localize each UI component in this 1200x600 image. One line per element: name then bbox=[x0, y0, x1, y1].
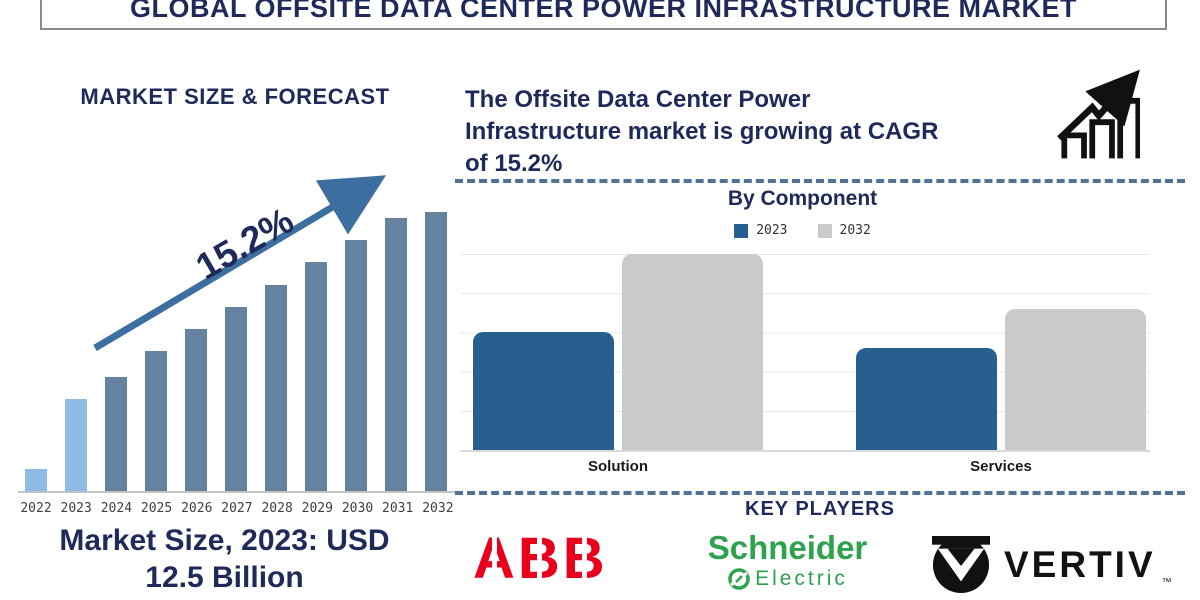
vertiv-emblem-icon bbox=[932, 536, 990, 594]
cagr-summary-text: The Offsite Data Center Power Infrastruc… bbox=[465, 84, 1065, 180]
page-title: GLOBAL OFFSITE DATA CENTER POWER INFRAST… bbox=[130, 0, 1077, 23]
x-tick-2025: 2025 bbox=[140, 501, 173, 516]
vertiv-trademark: ™ bbox=[1161, 577, 1172, 588]
bar-services-2032 bbox=[1005, 309, 1146, 450]
x-tick-2032: 2032 bbox=[422, 501, 454, 516]
growth-chart-icon bbox=[1057, 69, 1140, 159]
abb-letter: B bbox=[517, 526, 560, 591]
market-size-bar-chart bbox=[25, 212, 447, 491]
x-tick-2022: 2022 bbox=[20, 501, 52, 516]
abb-letter: B bbox=[562, 526, 605, 591]
summary-line-1: The Offsite Data Center Power bbox=[465, 86, 811, 113]
market-size-chart-title: MARKET SIZE & FORECAST bbox=[80, 84, 390, 109]
x-axis-line bbox=[18, 491, 455, 493]
schneider-wordmark: Schneider bbox=[707, 529, 868, 566]
legend-item-2032: 2032 bbox=[817, 223, 871, 238]
market-size-caption-line1: Market Size, 2023: USD bbox=[59, 524, 390, 557]
legend-label-2023: 2023 bbox=[756, 223, 788, 238]
market-bar-2024 bbox=[105, 377, 127, 491]
summary-line-3: of 15.2% bbox=[465, 150, 563, 177]
x-tick-2028: 2028 bbox=[261, 501, 293, 516]
category-label-solution: Solution bbox=[588, 458, 648, 475]
bar-solution-2032 bbox=[622, 254, 763, 450]
x-tick-2026: 2026 bbox=[181, 501, 213, 516]
x-tick-2030: 2030 bbox=[341, 501, 374, 516]
category-label-services: Services bbox=[970, 458, 1032, 475]
by-component-legend: 2023 2032 bbox=[455, 223, 1150, 238]
market-bar-2030 bbox=[345, 240, 367, 491]
key-players-title: KEY PLAYERS bbox=[745, 498, 895, 520]
x-tick-2023: 2023 bbox=[60, 501, 92, 516]
bar-services-2023 bbox=[856, 348, 997, 450]
market-bar-2031 bbox=[385, 218, 407, 491]
legend-label-2032: 2032 bbox=[839, 223, 871, 238]
x-axis-tick-labels: 2022 2023 2024 2025 2026 2027 2028 2029 2030 2031… bbox=[16, 501, 458, 516]
by-component-bar-chart bbox=[460, 254, 1150, 452]
summary-line-2: Infrastructure market is growing at CAGR bbox=[465, 118, 939, 145]
schneider-electric-logo: Schneider Electric bbox=[685, 531, 890, 591]
abb-letter: A bbox=[473, 526, 515, 591]
market-size-caption: Market Size, 2023: USD 12.5 Billion bbox=[12, 522, 437, 596]
market-bar-2027 bbox=[225, 307, 247, 491]
divider-dashed-bottom bbox=[455, 491, 1185, 495]
header-banner: GLOBAL OFFSITE DATA CENTER POWER INFRAST… bbox=[40, 0, 1167, 30]
by-component-title: By Component bbox=[727, 187, 878, 210]
legend-swatch-2032 bbox=[817, 223, 832, 238]
market-bar-2022 bbox=[25, 469, 47, 491]
market-bar-2029 bbox=[305, 262, 327, 491]
schneider-emblem-icon bbox=[728, 568, 750, 590]
market-bar-2028 bbox=[265, 285, 287, 491]
growth-trend-arrow bbox=[93, 175, 387, 352]
schneider-electric-wordmark: Electric bbox=[755, 567, 848, 590]
market-bar-2032 bbox=[425, 212, 447, 491]
market-bar-2025 bbox=[145, 351, 167, 491]
market-bar-2026 bbox=[185, 329, 207, 491]
vertiv-wordmark: VERTIV bbox=[1004, 544, 1156, 585]
x-tick-2027: 2027 bbox=[221, 501, 253, 516]
x-tick-2024: 2024 bbox=[100, 501, 133, 516]
legend-swatch-2023 bbox=[734, 223, 749, 238]
market-bar-2023 bbox=[65, 399, 87, 491]
legend-item-2023: 2023 bbox=[734, 223, 788, 238]
x-tick-2031: 2031 bbox=[382, 501, 414, 516]
bar-solution-2023 bbox=[473, 332, 614, 450]
vertiv-logo: VERTIV ™ bbox=[932, 536, 1172, 594]
x-tick-2029: 2029 bbox=[301, 501, 333, 516]
market-size-caption-line2: 12.5 Billion bbox=[145, 561, 304, 594]
divider-dashed-top bbox=[455, 179, 1185, 183]
